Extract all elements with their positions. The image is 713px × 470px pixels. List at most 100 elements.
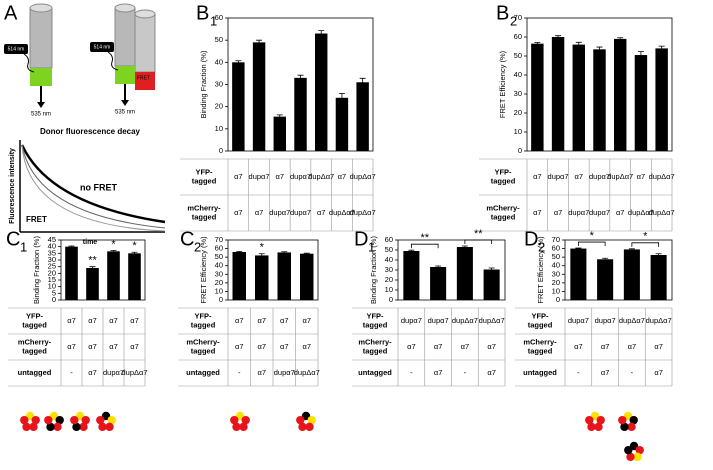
bar (551, 37, 565, 151)
panel-label-sub: 1 (368, 239, 375, 254)
excitation-arrow (107, 51, 119, 71)
subunit-icon (53, 422, 62, 432)
table-cell: α7 (601, 368, 610, 377)
y-tick-label: 5 (52, 288, 56, 297)
subunit-icon (31, 415, 40, 425)
subunit-icon (594, 422, 603, 432)
error-bar (131, 251, 138, 255)
subunit-icon (72, 422, 81, 432)
row-header: mCherry- (186, 337, 220, 346)
bar (294, 77, 307, 151)
error-bar (281, 251, 288, 254)
table-cell: dupα7 (103, 368, 124, 377)
panel-a: A 514 nm 535 nm 514 nm FRET 535 nm Donor… (4, 2, 166, 246)
table-cell: α7 (88, 316, 97, 325)
y-tick-label: 20 (514, 108, 522, 117)
y-tick-label: 40 (215, 57, 223, 66)
table-cell: α7 (130, 316, 139, 325)
subunit-icon (44, 415, 53, 425)
subunit-icon (633, 452, 642, 462)
table-cell: α7 (109, 342, 118, 351)
table-cell: α7 (235, 316, 244, 325)
y-tick-label: 50 (552, 252, 560, 261)
bar (273, 116, 286, 151)
subunit-icon (296, 415, 305, 425)
table-cell: - (577, 368, 580, 377)
bar (315, 33, 328, 152)
table-cell: dupα7 (249, 172, 270, 181)
table-cell: dupα7 (595, 316, 616, 325)
excitation-label: 514 nm (8, 46, 25, 52)
significance: * (111, 238, 116, 250)
y-tick-label: 60 (552, 244, 560, 253)
row-header: tagged (191, 346, 216, 355)
significance-bracket (464, 239, 493, 244)
error-bar (235, 60, 242, 65)
significance: ** (88, 255, 97, 267)
row-header: tagged (363, 346, 388, 355)
y-tick-label: 30 (552, 269, 560, 278)
row-header: tagged (491, 176, 516, 185)
y-tick-label: 60 (385, 235, 393, 244)
subunit-icon (626, 452, 635, 462)
y-tick-label: 40 (385, 255, 393, 264)
table-cell: dupΔα7 (607, 172, 633, 181)
bar (300, 253, 314, 300)
bar (128, 253, 141, 300)
table-cell: α7 (574, 342, 583, 351)
table-cell: α7 (257, 368, 266, 377)
y-tick-label: 50 (514, 51, 522, 60)
subunit-icon (624, 445, 633, 455)
subunit-icon (585, 415, 594, 425)
subunit-icon (70, 415, 79, 425)
bar (614, 38, 627, 151)
table-cell: dupα7 (290, 208, 311, 217)
table-cell: dupΔα7 (329, 208, 355, 217)
y-tick-label: 60 (215, 13, 223, 22)
row-header: YFP- (26, 311, 44, 320)
table-cell: dupΔα7 (649, 208, 675, 217)
significance-bracket (410, 243, 439, 249)
table-cell: α7 (234, 172, 243, 181)
error-bar (461, 245, 468, 249)
table-cell: α7 (533, 172, 542, 181)
y-tick-label: 0 (518, 146, 522, 155)
subunit-icon (620, 422, 629, 432)
plot-frame (60, 239, 146, 301)
row-header: YFP- (494, 167, 512, 176)
row-header: mCherry- (18, 337, 52, 346)
panel-label: D (524, 228, 538, 250)
error-bar (318, 30, 325, 37)
table-cell: - (238, 368, 241, 377)
row-header: tagged (363, 320, 388, 329)
cylinder (114, 7, 136, 67)
subunit-icon (81, 415, 90, 425)
table-cell: α7 (109, 316, 118, 325)
y-tick-label: 25 (48, 262, 56, 271)
table-cell: α7 (654, 342, 663, 351)
panel-label-sub: 2 (538, 239, 545, 254)
error-bar (435, 265, 442, 269)
panel-label: A (4, 2, 18, 24)
fret-label: FRET (137, 75, 150, 81)
table-cell: α7 (533, 208, 542, 217)
table-cell: dupα7 (274, 368, 295, 377)
table-cell: α7 (637, 172, 646, 181)
row-header: untagged (186, 368, 220, 377)
bar (650, 255, 667, 300)
error-bar (555, 35, 562, 39)
y-tick-label: 15 (48, 275, 56, 284)
row-header: YFP- (194, 311, 212, 320)
row-header: YFP- (366, 311, 384, 320)
row-header: tagged (528, 346, 553, 355)
significance: ** (420, 232, 429, 244)
significance: ** (474, 228, 483, 240)
row-header: tagged (192, 212, 217, 221)
table-cell: α7 (255, 208, 264, 217)
error-bar (297, 74, 304, 81)
y-tick-label: 50 (215, 35, 223, 44)
y-tick-label: 45 (48, 235, 56, 244)
subunit-icon (105, 422, 114, 432)
bar (335, 97, 349, 151)
table-cell: dupα7 (401, 316, 422, 325)
